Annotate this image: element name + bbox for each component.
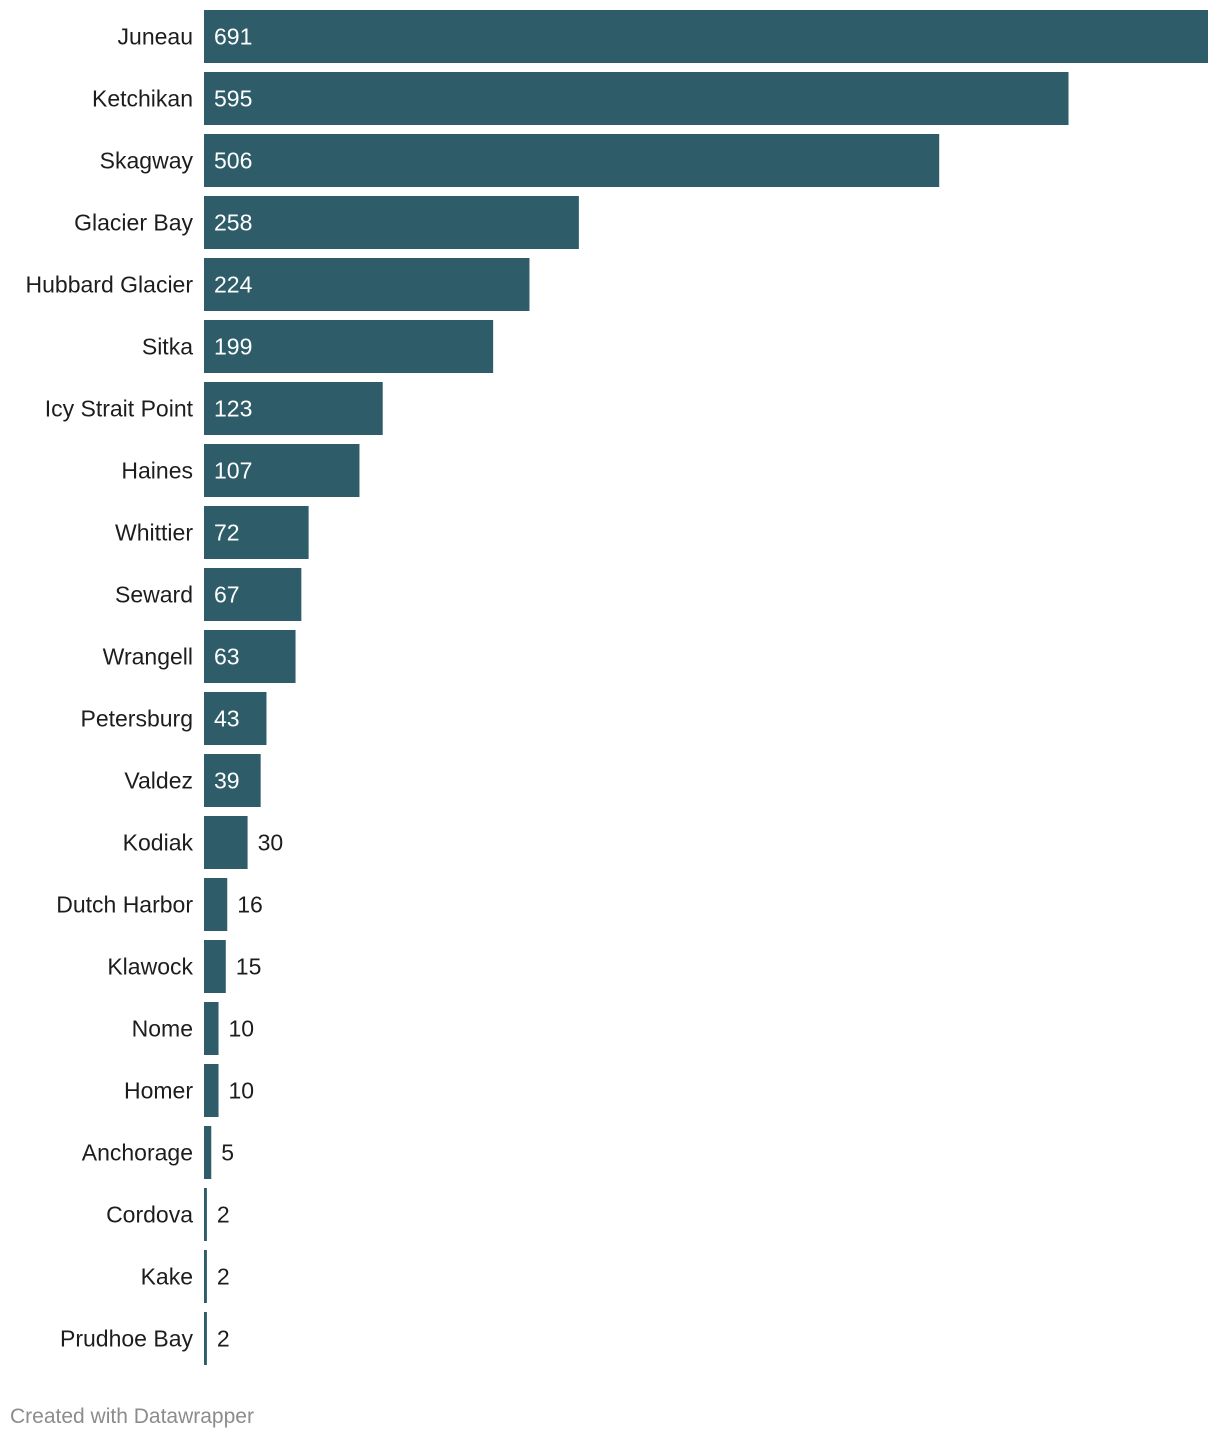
bar-seward — [204, 568, 302, 621]
bar-valdez — [204, 754, 261, 807]
bar-anchorage — [204, 1126, 212, 1179]
value-label-kodiak: 30 — [258, 830, 284, 856]
bar-sitka — [204, 320, 494, 373]
bar-skagway — [204, 134, 940, 187]
value-label-dutch-harbor: 16 — [237, 892, 263, 918]
category-label-cordova: Cordova — [106, 1202, 193, 1228]
category-label-icy-strait-point: Icy Strait Point — [45, 396, 194, 422]
value-label-icy-strait-point: 123 — [214, 396, 252, 422]
bar-klawock — [204, 940, 226, 993]
bar-wrangell — [204, 630, 296, 683]
category-label-nome: Nome — [132, 1016, 193, 1042]
category-label-whittier: Whittier — [115, 520, 193, 546]
value-label-hubbard-glacier: 224 — [214, 272, 253, 298]
value-label-ketchikan: 595 — [214, 86, 252, 112]
bar-icy-strait-point — [204, 382, 383, 435]
bar-whittier — [204, 506, 309, 559]
category-label-skagway: Skagway — [100, 148, 194, 174]
category-label-valdez: Valdez — [124, 768, 193, 794]
bar-chart: Juneau 691 Ketchikan 595 Skagway 506 Glacier B… — [26, 10, 1208, 1365]
category-label-juneau: Juneau — [118, 24, 193, 50]
bar-petersburg — [204, 692, 267, 745]
value-label-anchorage: 5 — [221, 1140, 234, 1166]
bar-kodiak — [204, 816, 248, 869]
value-label-wrangell: 63 — [214, 644, 240, 670]
category-label-ketchikan: Ketchikan — [92, 86, 193, 112]
value-label-haines: 107 — [214, 458, 252, 484]
bar-dutch-harbor — [204, 878, 228, 931]
credit-text[interactable]: Created with Datawrapper — [10, 1405, 254, 1428]
value-label-valdez: 39 — [214, 768, 240, 794]
category-label-haines: Haines — [121, 458, 193, 484]
bar-prudhoe-bay — [204, 1312, 207, 1365]
value-label-cordova: 2 — [217, 1202, 230, 1228]
category-label-glacier-bay: Glacier Bay — [74, 210, 193, 236]
category-label-homer: Homer — [124, 1078, 193, 1104]
value-label-kake: 2 — [217, 1264, 230, 1290]
bar-glacier-bay — [204, 196, 579, 249]
value-label-homer: 10 — [229, 1078, 255, 1104]
category-label-wrangell: Wrangell — [103, 644, 193, 670]
bar-hubbard-glacier — [204, 258, 530, 311]
bar-ketchikan — [204, 72, 1069, 125]
value-label-juneau: 691 — [214, 24, 252, 50]
value-label-petersburg: 43 — [214, 706, 240, 732]
value-label-klawock: 15 — [236, 954, 262, 980]
value-label-glacier-bay: 258 — [214, 210, 252, 236]
value-label-nome: 10 — [229, 1016, 255, 1042]
category-label-anchorage: Anchorage — [82, 1140, 193, 1166]
value-label-whittier: 72 — [214, 520, 240, 546]
bar-homer — [204, 1064, 219, 1117]
value-label-prudhoe-bay: 2 — [217, 1326, 230, 1352]
value-label-sitka: 199 — [214, 334, 252, 360]
category-label-dutch-harbor: Dutch Harbor — [56, 892, 193, 918]
category-label-prudhoe-bay: Prudhoe Bay — [60, 1326, 193, 1352]
category-label-kodiak: Kodiak — [123, 830, 194, 856]
category-label-sitka: Sitka — [142, 334, 193, 360]
category-label-petersburg: Petersburg — [80, 706, 193, 732]
bar-nome — [204, 1002, 219, 1055]
bar-cordova — [204, 1188, 207, 1241]
value-label-seward: 67 — [214, 582, 240, 608]
category-label-seward: Seward — [115, 582, 193, 608]
bar-kake — [204, 1250, 207, 1303]
category-label-klawock: Klawock — [107, 954, 193, 980]
category-label-kake: Kake — [141, 1264, 193, 1290]
category-label-hubbard-glacier: Hubbard Glacier — [26, 272, 194, 298]
bar-juneau — [204, 10, 1208, 63]
value-label-skagway: 506 — [214, 148, 252, 174]
bar-haines — [204, 444, 360, 497]
